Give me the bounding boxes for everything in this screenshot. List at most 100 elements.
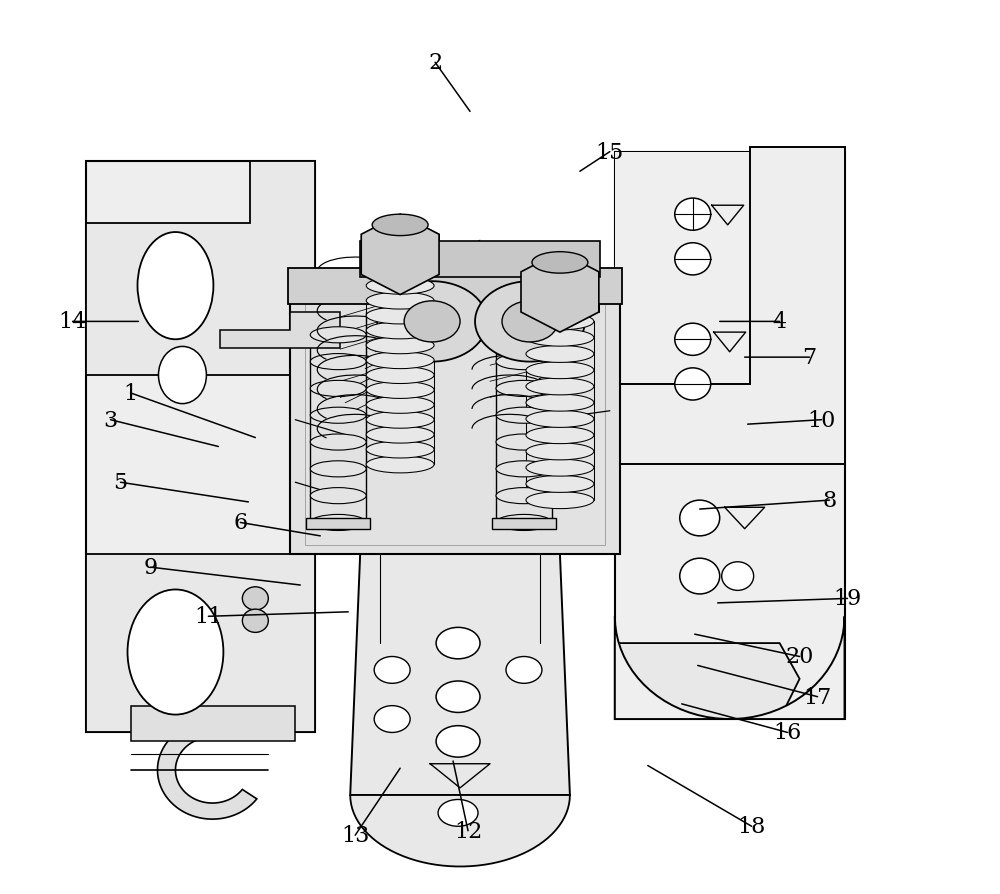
Ellipse shape [675,243,711,275]
Ellipse shape [502,301,558,342]
Ellipse shape [526,460,594,477]
Ellipse shape [310,354,366,370]
Ellipse shape [310,381,366,397]
Ellipse shape [138,232,213,340]
Ellipse shape [366,352,434,369]
Ellipse shape [680,501,720,536]
Polygon shape [521,252,599,333]
Polygon shape [86,554,315,733]
Ellipse shape [675,324,711,356]
Ellipse shape [526,330,594,347]
Polygon shape [157,721,257,819]
Ellipse shape [310,408,366,424]
Ellipse shape [310,461,366,477]
Polygon shape [361,215,439,295]
Ellipse shape [526,346,594,363]
Text: 5: 5 [113,472,128,493]
Ellipse shape [366,412,434,429]
Ellipse shape [526,394,594,411]
Ellipse shape [526,427,594,444]
Polygon shape [615,644,800,720]
Ellipse shape [242,610,268,633]
Polygon shape [615,153,750,402]
Ellipse shape [722,562,754,591]
Text: 12: 12 [454,820,482,842]
Polygon shape [86,161,315,733]
Ellipse shape [366,292,434,309]
Ellipse shape [366,367,434,384]
Ellipse shape [372,215,428,236]
Text: 8: 8 [822,490,837,511]
Text: 1: 1 [123,383,138,404]
Ellipse shape [436,726,480,757]
Ellipse shape [310,488,366,504]
Text: 4: 4 [773,311,787,333]
Ellipse shape [242,587,268,611]
Ellipse shape [526,492,594,509]
Ellipse shape [374,657,410,684]
Ellipse shape [496,488,552,504]
Ellipse shape [366,397,434,414]
Ellipse shape [506,657,542,684]
Polygon shape [615,617,845,720]
Ellipse shape [526,411,594,428]
Polygon shape [131,706,295,741]
Text: 9: 9 [143,556,158,578]
Text: 10: 10 [807,409,836,431]
Polygon shape [288,268,622,304]
Ellipse shape [404,301,460,342]
Ellipse shape [366,382,434,399]
Ellipse shape [526,378,594,395]
Ellipse shape [310,434,366,451]
Ellipse shape [496,381,552,397]
Ellipse shape [366,323,434,340]
Ellipse shape [475,282,585,362]
Ellipse shape [496,461,552,477]
Ellipse shape [496,327,552,343]
Text: 6: 6 [233,512,247,534]
Ellipse shape [532,252,588,274]
Ellipse shape [680,559,720,595]
Ellipse shape [377,282,487,362]
Polygon shape [492,519,556,529]
Text: 18: 18 [737,815,766,838]
Ellipse shape [366,278,434,295]
Ellipse shape [158,347,206,404]
Text: 13: 13 [341,824,369,847]
Polygon shape [220,313,340,349]
Text: 11: 11 [194,605,223,628]
Ellipse shape [366,426,434,443]
Ellipse shape [436,681,480,713]
Text: 3: 3 [103,409,118,431]
Ellipse shape [310,515,366,531]
Text: 20: 20 [785,645,814,668]
Ellipse shape [526,476,594,493]
Text: 7: 7 [803,347,817,368]
Ellipse shape [675,198,711,231]
Ellipse shape [438,799,478,826]
Polygon shape [350,554,570,795]
Text: 16: 16 [773,721,802,744]
Polygon shape [615,148,845,465]
Ellipse shape [496,354,552,370]
Text: 14: 14 [58,311,87,333]
Polygon shape [350,795,570,866]
Polygon shape [615,153,845,720]
Ellipse shape [374,706,410,733]
Ellipse shape [526,314,594,331]
Ellipse shape [366,442,434,459]
Ellipse shape [496,408,552,424]
Text: 19: 19 [833,587,862,610]
Polygon shape [290,277,620,554]
Text: 17: 17 [803,686,832,708]
Ellipse shape [366,337,434,354]
Polygon shape [86,161,315,375]
Ellipse shape [366,308,434,325]
Ellipse shape [310,327,366,343]
Ellipse shape [436,628,480,659]
Ellipse shape [526,362,594,379]
Polygon shape [306,519,370,529]
Ellipse shape [496,515,552,531]
Ellipse shape [496,434,552,451]
Text: 15: 15 [596,141,624,164]
